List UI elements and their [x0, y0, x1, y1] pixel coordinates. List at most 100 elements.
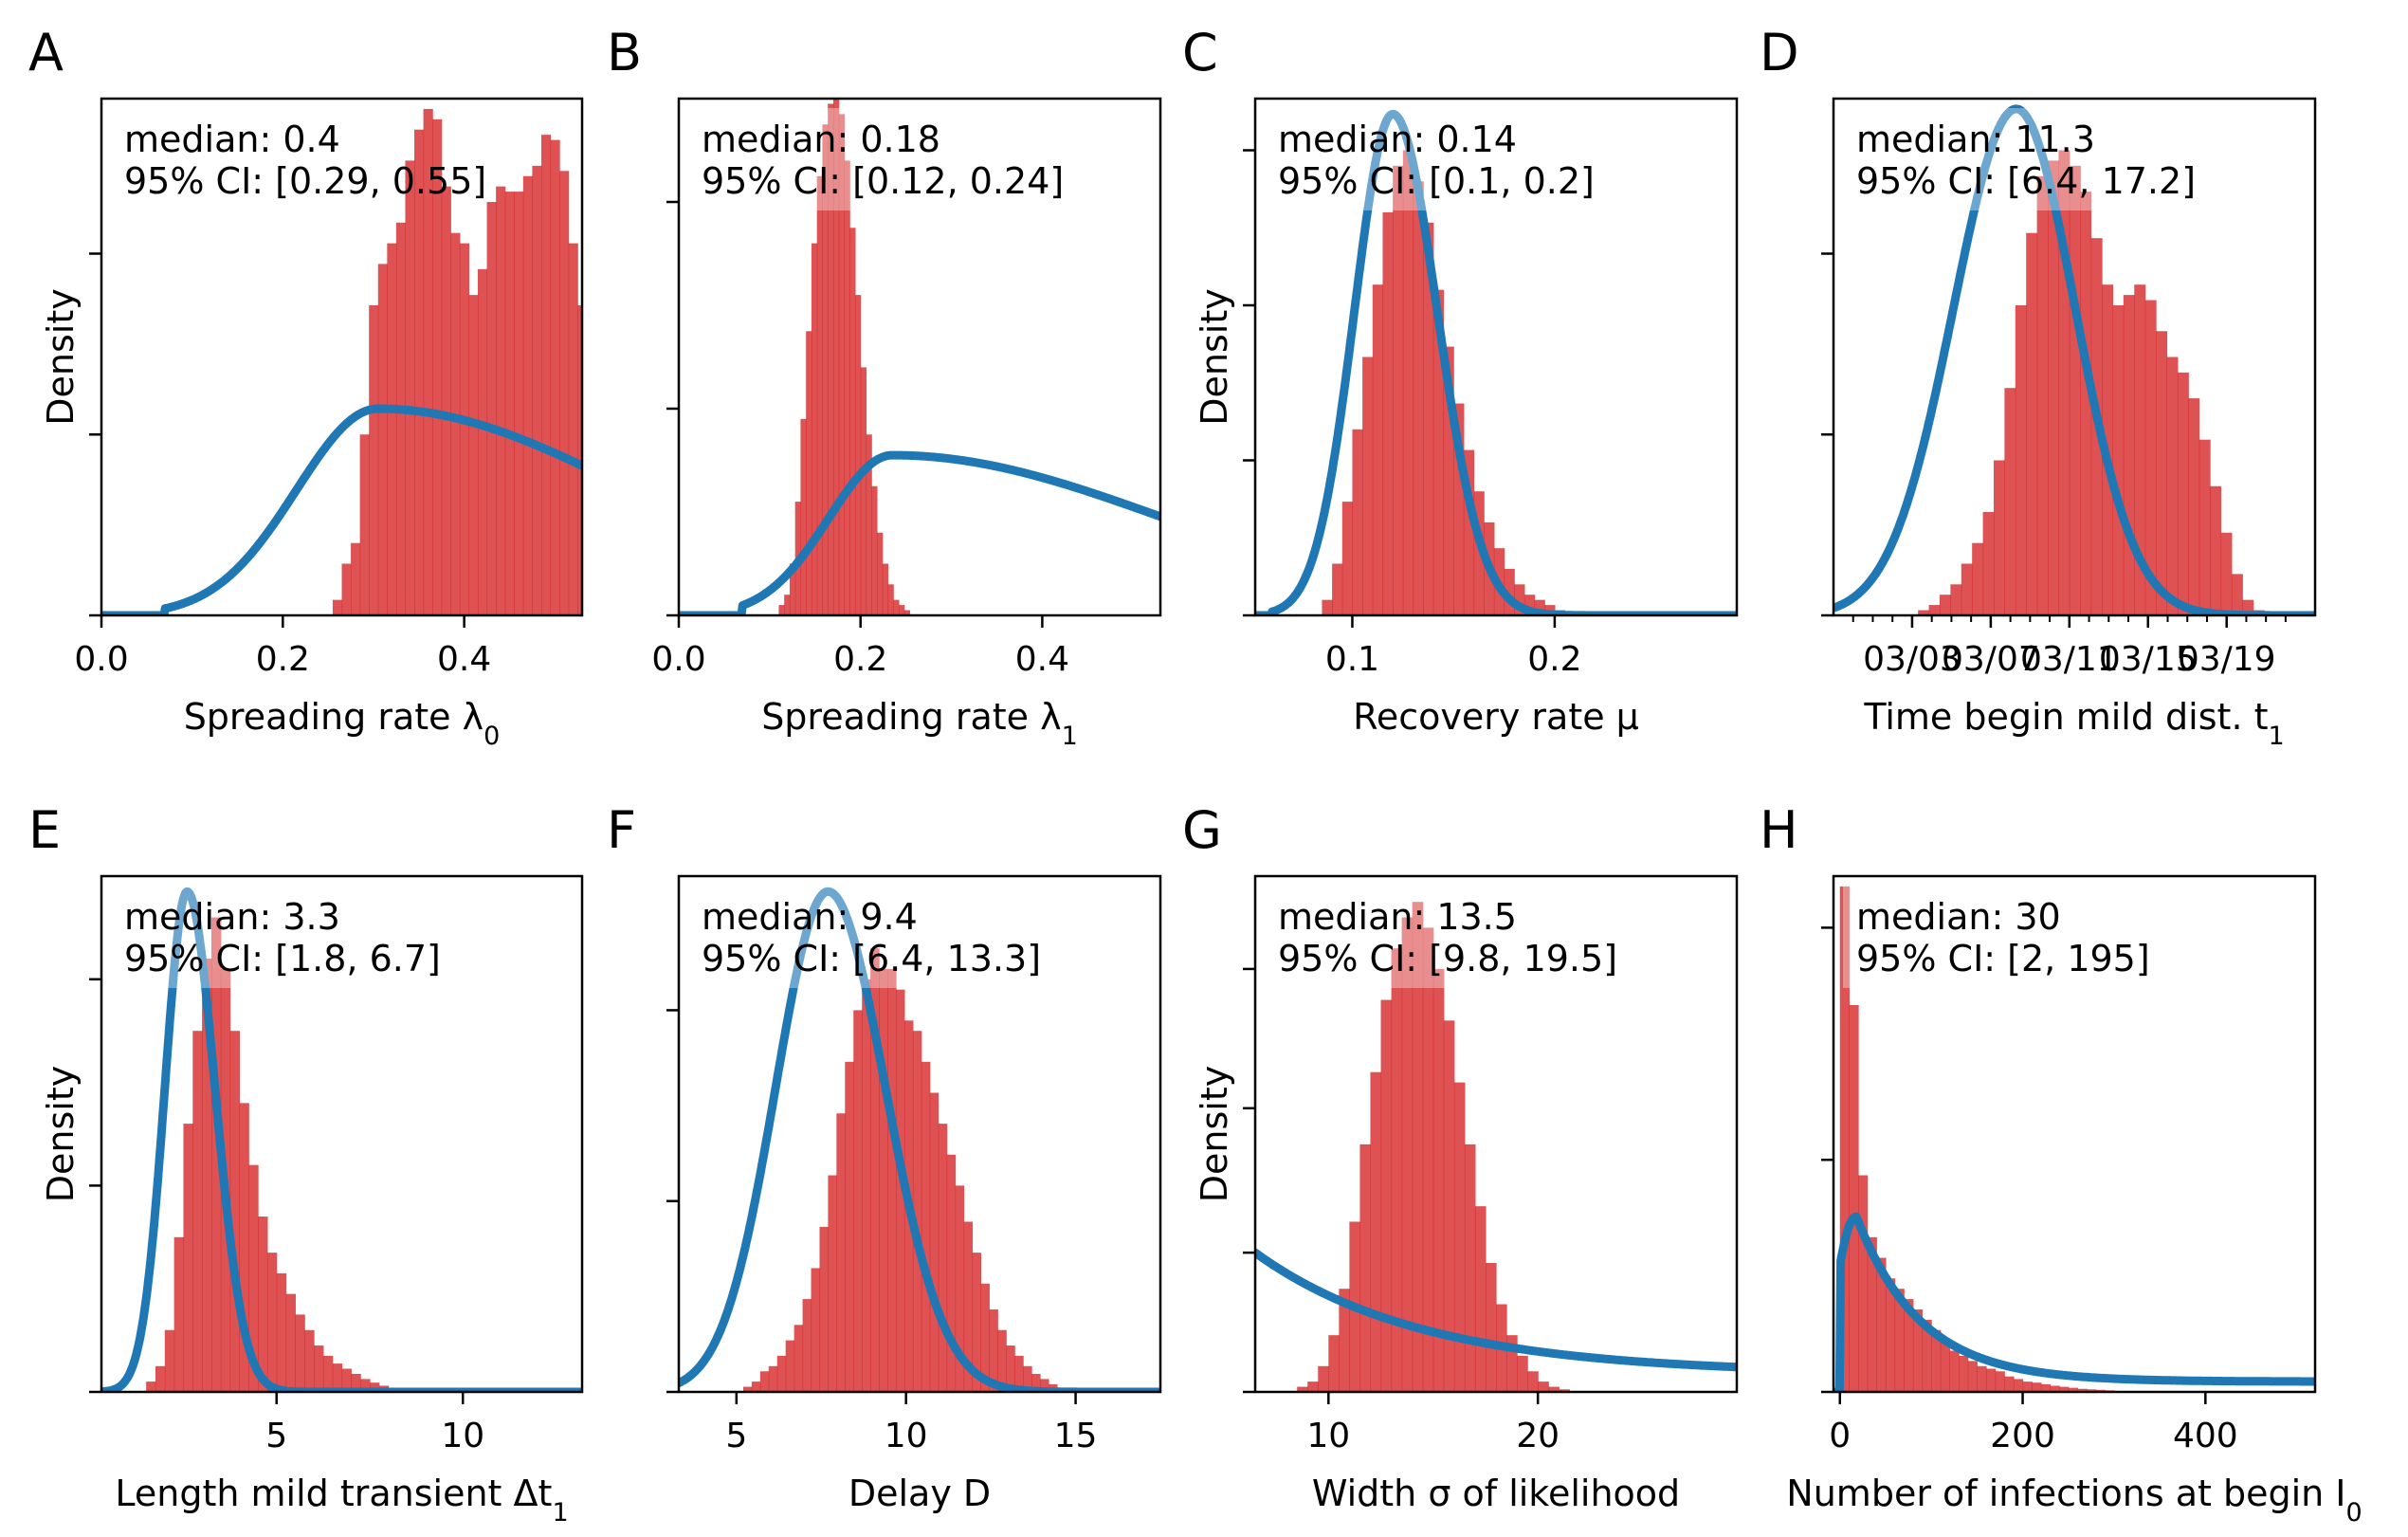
- annotation: median: 9.495% CI: [6.4, 13.3]: [688, 886, 1041, 988]
- hist-bar: [2156, 331, 2168, 615]
- hist-bar: [2188, 398, 2200, 615]
- x-tick-label: 0.0: [651, 640, 705, 679]
- hist-bar: [1453, 403, 1465, 615]
- hist-bar: [1352, 429, 1363, 615]
- x-tick-label: 400: [2173, 1417, 2238, 1455]
- hist-bar: [395, 222, 407, 615]
- hist-bar: [1982, 512, 1995, 615]
- hist-bar: [1359, 1144, 1372, 1392]
- hist-bar: [1423, 222, 1434, 615]
- hist-bar: [1839, 886, 1850, 1392]
- x-axis-label: Number of infections at begin I0: [1786, 1473, 2362, 1528]
- hist-bar: [522, 175, 533, 615]
- hist-bar: [832, 99, 840, 615]
- hist-bar: [1867, 1236, 1877, 1392]
- annotation-bg: [1843, 108, 2132, 210]
- x-tick-label: 0.1: [1325, 640, 1379, 679]
- hist-bar: [989, 1308, 998, 1392]
- annotation: median: 0.495% CI: [0.29, 0.55]: [111, 108, 486, 210]
- panel-letter: E: [28, 800, 61, 860]
- axes-frame: [1832, 874, 2317, 1394]
- panel-letter: F: [607, 800, 636, 860]
- hist-bar: [802, 1299, 812, 1392]
- hist-bar: [173, 1236, 185, 1392]
- hist-bar: [2059, 1386, 2070, 1392]
- axes-frame: [1832, 97, 2317, 617]
- hist-bar: [784, 595, 791, 615]
- hist-bar: [360, 1379, 371, 1392]
- median-label: median: 3.3: [124, 896, 340, 938]
- hist-bar: [414, 129, 425, 615]
- hist-bar: [2068, 1387, 2078, 1392]
- hist-bar: [1391, 948, 1403, 1392]
- hist-bar: [1967, 1361, 1978, 1392]
- plot-area: [1255, 109, 1737, 615]
- hist-bar: [887, 584, 894, 615]
- hist-bar: [882, 563, 889, 615]
- x-tick-label: 0.2: [256, 640, 310, 679]
- hist-bar: [2080, 192, 2092, 615]
- hist-bar: [2198, 439, 2211, 615]
- x-tick-label: 03/15: [2099, 640, 2198, 679]
- hist-bar: [1341, 502, 1354, 615]
- hist-bar: [2048, 160, 2060, 615]
- prior-curve: [1255, 1248, 1737, 1372]
- hist-bar: [266, 1253, 278, 1392]
- hist-bar: [210, 917, 222, 1392]
- hist-bar: [938, 1124, 948, 1392]
- annotation-bg: [688, 886, 977, 988]
- hist-bar: [778, 605, 785, 615]
- hist-bar: [164, 1329, 175, 1392]
- hist-bar: [550, 139, 560, 615]
- hist-bar: [822, 124, 829, 615]
- hist-bar: [836, 1113, 846, 1392]
- hist-bar: [845, 1061, 854, 1392]
- hist-bar: [377, 264, 388, 615]
- hist-bar: [1443, 346, 1454, 615]
- hist-bar: [921, 1061, 931, 1392]
- hist-bar: [1322, 599, 1333, 615]
- hist-bar: [387, 243, 397, 615]
- hist-bar: [1993, 460, 2005, 615]
- hist-bar: [248, 1164, 259, 1392]
- hist-bar: [1534, 599, 1545, 615]
- hist-bar: [946, 1154, 957, 1392]
- axes-frame: [1253, 97, 1739, 617]
- hist-bar: [341, 563, 352, 615]
- x-tick-label: 0.4: [437, 640, 491, 679]
- hist-bar: [2004, 388, 2016, 615]
- hist-bar: [1559, 1389, 1570, 1392]
- hist-bar: [568, 243, 578, 615]
- panel-E: median: 3.395% CI: [1.8, 6.7] 5 10 Length m…: [28, 800, 584, 1528]
- hist-bar: [828, 103, 834, 615]
- hist-bar: [870, 948, 880, 1392]
- hist-bar: [2036, 175, 2049, 615]
- hist-bar: [2013, 1379, 2024, 1392]
- hist-bar: [1538, 1381, 1549, 1392]
- hist-bar: [1006, 1345, 1015, 1392]
- hist-bar: [844, 160, 850, 615]
- median-label: median: 0.18: [702, 119, 940, 160]
- plot-area: [1255, 902, 1737, 1392]
- hist-bar: [1339, 1289, 1350, 1392]
- panel-A: median: 0.495% CI: [0.29, 0.55] 0.0 0.2 0.4…: [28, 23, 584, 751]
- prior-curve: [1255, 109, 1737, 615]
- x-tick-label: 5: [725, 1417, 747, 1455]
- hist-bar: [258, 1217, 268, 1392]
- hist-bar: [441, 186, 451, 615]
- hist-bar: [879, 968, 888, 1392]
- hist-bar: [2022, 1381, 2033, 1392]
- axes-frame: [100, 874, 584, 1394]
- annotation-bg: [1265, 108, 1554, 210]
- y-axis-label: Density: [40, 1066, 82, 1202]
- hist-bar: [1382, 211, 1394, 615]
- hist-bar: [912, 1031, 922, 1392]
- hist-bar: [369, 305, 379, 615]
- panel-D: median: 11.395% CI: [6.4, 17.2] 03/0303/0…: [1760, 23, 2317, 751]
- hist-bar: [239, 1103, 249, 1392]
- x-tick-label: 03/03: [1863, 640, 1961, 679]
- hist-bar: [2032, 1382, 2042, 1392]
